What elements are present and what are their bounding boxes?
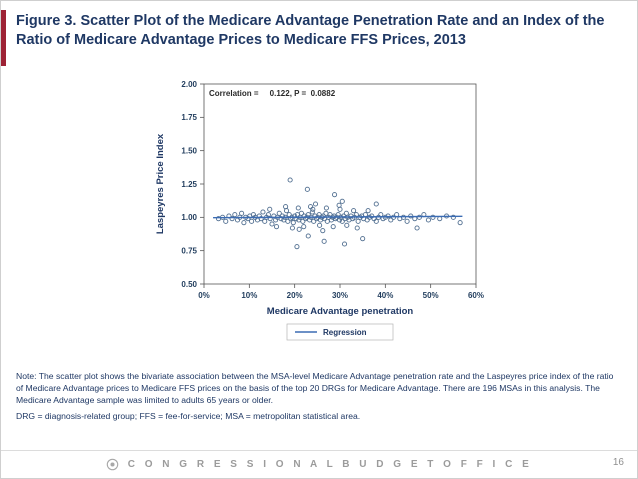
cbo-logo-icon: [106, 458, 119, 471]
svg-text:2.00: 2.00: [181, 80, 197, 89]
svg-text:0.50: 0.50: [181, 280, 197, 289]
correlation-annotation: Correlation = 0.122, P = 0.0882: [209, 89, 336, 98]
x-axis: 0% 10% 20% 30% 40% 50% 60%: [198, 284, 484, 300]
regression-line: [213, 215, 463, 219]
legend-label: Regression: [323, 328, 367, 337]
svg-text:1.50: 1.50: [181, 147, 197, 156]
title-accent-bar: [1, 10, 6, 66]
note-block: Note: The scatter plot shows the bivaria…: [16, 370, 622, 422]
svg-text:1.00: 1.00: [181, 213, 197, 222]
x-axis-title: Medicare Advantage penetration: [267, 306, 414, 317]
footer-text: C O N G R E S S I O N A L B U D G E T O …: [127, 459, 533, 470]
abbreviation-note: DRG = diagnosis-related group; FFS = fee…: [16, 411, 361, 422]
page-title: Figure 3. Scatter Plot of the Medicare A…: [16, 13, 605, 49]
title-block: Figure 3. Scatter Plot of the Medicare A…: [1, 1, 637, 50]
scatter-chart: 0.50 0.75 1.00 1.25 1.50 1.75 2.00 0% 10% 20% 30% 4…: [155, 80, 484, 341]
chart-area: 0.50 0.75 1.00 1.25 1.50 1.75 2.00 0% 10% 20% 30% 4…: [1, 72, 637, 344]
svg-text:40%: 40%: [377, 291, 393, 300]
svg-text:0%: 0%: [198, 291, 210, 300]
page-number: 16: [612, 457, 624, 468]
svg-text:50%: 50%: [423, 291, 439, 300]
figure-note: Note: The scatter plot shows the bivaria…: [16, 371, 614, 406]
footer: C O N G R E S S I O N A L B U D G E T O …: [1, 450, 637, 478]
svg-text:10%: 10%: [241, 291, 257, 300]
plot-frame: [203, 83, 477, 285]
svg-text:20%: 20%: [287, 291, 303, 300]
svg-text:60%: 60%: [468, 291, 484, 300]
svg-text:1.25: 1.25: [181, 180, 197, 189]
svg-text:1.75: 1.75: [181, 113, 197, 122]
chart-legend: Regression: [286, 323, 394, 341]
scatter-points: [215, 177, 463, 250]
y-axis-title: Laspeyres Price Index: [155, 133, 166, 234]
svg-text:30%: 30%: [332, 291, 348, 300]
svg-text:0.75: 0.75: [181, 247, 197, 256]
y-axis: 0.50 0.75 1.00 1.25 1.50 1.75 2.00: [181, 80, 204, 289]
